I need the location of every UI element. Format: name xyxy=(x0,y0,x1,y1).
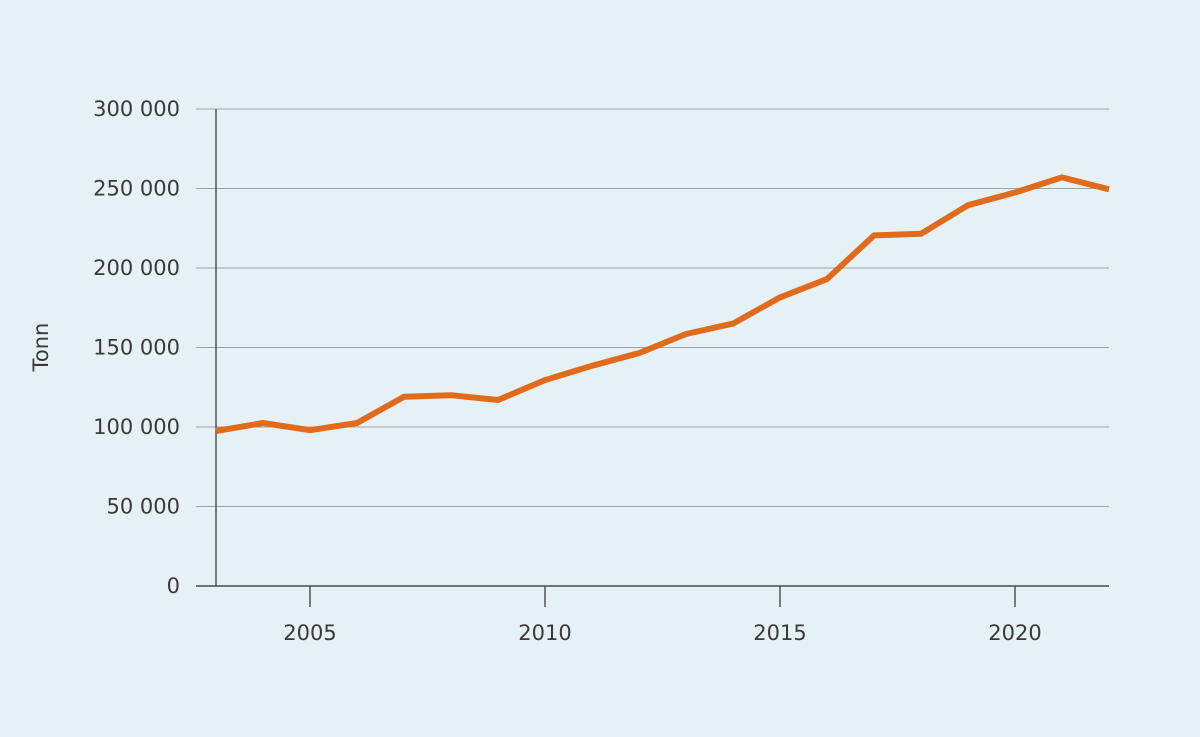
y-tick-label: 250 000 xyxy=(93,177,180,201)
x-tick-label: 2010 xyxy=(518,621,571,645)
x-tick-label: 2015 xyxy=(753,621,806,645)
y-tick-label: 50 000 xyxy=(107,495,180,519)
y-axis-title: Tonn xyxy=(29,323,53,373)
series-line xyxy=(215,174,1110,434)
y-tick-label: 100 000 xyxy=(93,415,180,439)
x-tick-label: 2020 xyxy=(988,621,1041,645)
y-tick-label: 150 000 xyxy=(93,336,180,360)
series-layer xyxy=(215,174,1110,434)
tick-labels: 0 50 000 100 000 150 000 200 000 250 000 300 0… xyxy=(93,97,1042,645)
x-tick-label: 2005 xyxy=(283,621,336,645)
y-tick-label: 0 xyxy=(167,574,180,598)
axes xyxy=(196,109,1109,607)
y-tick-label: 300 000 xyxy=(93,97,180,121)
gridlines xyxy=(196,108,1109,507)
y-tick-label: 200 000 xyxy=(93,256,180,280)
